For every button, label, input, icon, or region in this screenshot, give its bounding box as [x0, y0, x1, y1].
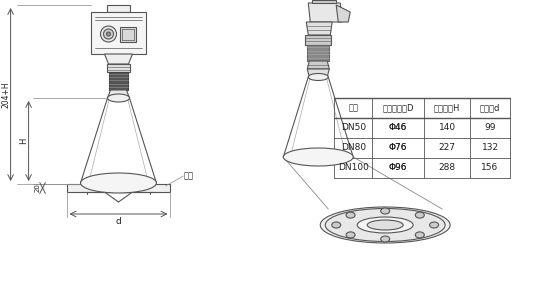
Text: Φ76: Φ76	[389, 144, 408, 152]
Polygon shape	[107, 90, 129, 98]
Text: 喇叭高度H: 喇叭高度H	[434, 104, 460, 113]
Polygon shape	[107, 64, 130, 72]
Polygon shape	[309, 3, 342, 22]
Text: 156: 156	[481, 164, 499, 172]
Text: 法兰: 法兰	[348, 104, 358, 113]
Text: Φ46: Φ46	[389, 123, 408, 133]
Ellipse shape	[415, 232, 424, 238]
Polygon shape	[307, 69, 329, 77]
Ellipse shape	[107, 94, 129, 102]
Text: Φ46: Φ46	[389, 123, 408, 133]
Text: DN80: DN80	[340, 144, 366, 152]
Text: 132: 132	[481, 144, 499, 152]
Polygon shape	[336, 5, 350, 22]
Ellipse shape	[415, 212, 424, 218]
Ellipse shape	[320, 207, 450, 243]
Ellipse shape	[367, 220, 403, 230]
Ellipse shape	[346, 232, 355, 238]
Ellipse shape	[103, 29, 113, 39]
Ellipse shape	[325, 208, 445, 241]
Polygon shape	[312, 0, 336, 3]
Polygon shape	[104, 54, 133, 64]
Text: 喇叭口直径D: 喇叭口直径D	[382, 104, 414, 113]
Ellipse shape	[430, 222, 439, 228]
Ellipse shape	[381, 236, 390, 242]
Text: DN100: DN100	[338, 164, 368, 172]
Text: H: H	[19, 138, 28, 144]
Polygon shape	[305, 35, 331, 45]
Ellipse shape	[357, 217, 413, 233]
Text: 法兰: 法兰	[183, 172, 194, 181]
Text: DN50: DN50	[340, 123, 366, 133]
Ellipse shape	[101, 26, 117, 42]
Text: Φ76: Φ76	[389, 144, 408, 152]
Text: 288: 288	[438, 164, 456, 172]
Text: 四氟盘d: 四氟盘d	[480, 104, 500, 113]
Ellipse shape	[107, 32, 111, 36]
Text: d: d	[116, 216, 122, 226]
Polygon shape	[91, 12, 146, 54]
Text: 227: 227	[438, 144, 455, 152]
Polygon shape	[306, 22, 332, 35]
Text: Φ96: Φ96	[389, 164, 408, 172]
Ellipse shape	[332, 222, 341, 228]
Text: Φ96: Φ96	[389, 164, 408, 172]
Ellipse shape	[346, 212, 355, 218]
Ellipse shape	[308, 73, 328, 80]
Text: 99: 99	[485, 123, 496, 133]
Ellipse shape	[283, 148, 353, 166]
Polygon shape	[67, 184, 170, 192]
Polygon shape	[307, 61, 329, 69]
Ellipse shape	[80, 173, 156, 193]
Polygon shape	[120, 27, 136, 42]
Polygon shape	[307, 45, 329, 61]
Text: 140: 140	[438, 123, 456, 133]
Text: 204+H: 204+H	[1, 81, 10, 108]
Text: 20: 20	[35, 184, 41, 193]
Polygon shape	[107, 5, 130, 12]
Polygon shape	[108, 72, 129, 90]
Ellipse shape	[381, 208, 390, 214]
